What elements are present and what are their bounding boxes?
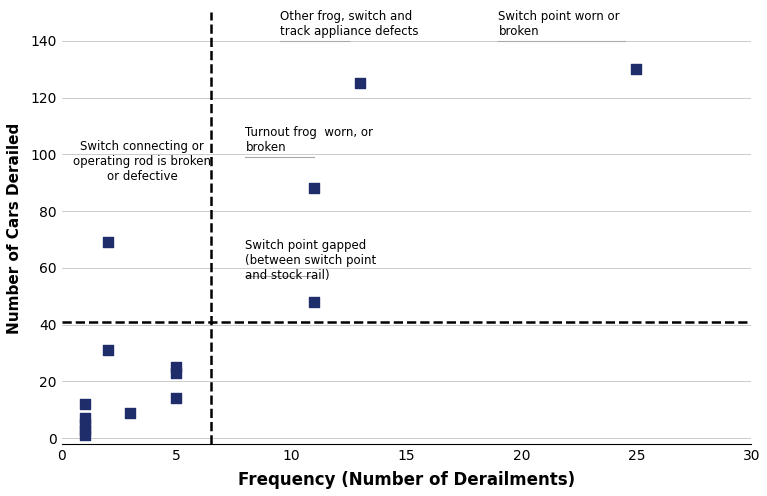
Point [308, 185, 321, 192]
Point [124, 409, 137, 417]
Text: Turnout frog  worn, or
broken: Turnout frog worn, or broken [245, 126, 374, 154]
X-axis label: Frequency (Number of Derailments): Frequency (Number of Derailments) [238, 471, 575, 489]
Point [78, 400, 91, 408]
Point [170, 363, 183, 371]
Point [630, 65, 643, 73]
Point [170, 394, 183, 402]
Point [354, 79, 367, 87]
Text: Other frog, switch and
track appliance defects: Other frog, switch and track appliance d… [280, 10, 419, 38]
Point [170, 369, 183, 377]
Point [78, 426, 91, 434]
Point [78, 432, 91, 439]
Text: Switch point gapped
(between switch point
and stock rail): Switch point gapped (between switch poin… [245, 240, 377, 282]
Point [101, 238, 114, 246]
Text: Switch point worn or
broken: Switch point worn or broken [499, 10, 620, 38]
Y-axis label: Number of Cars Derailed: Number of Cars Derailed [7, 123, 22, 334]
Point [78, 420, 91, 428]
Text: Switch connecting or
operating rod is broken
or defective: Switch connecting or operating rod is br… [73, 140, 211, 183]
Point [78, 414, 91, 422]
Point [308, 298, 321, 306]
Point [101, 346, 114, 354]
